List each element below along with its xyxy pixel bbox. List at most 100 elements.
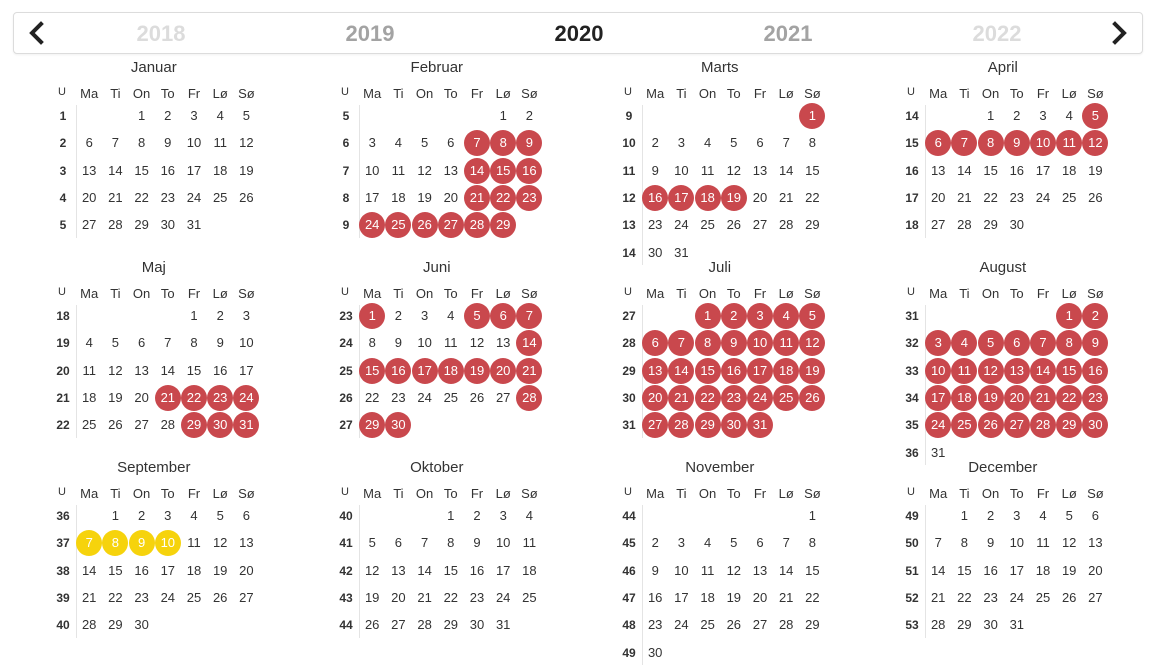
day-cell[interactable]: 30 — [1009, 217, 1025, 233]
day-cell[interactable]: 21 — [108, 189, 123, 205]
day-cell[interactable]: 12 — [108, 362, 123, 378]
day-cell[interactable]: 4 — [773, 303, 800, 329]
day-cell[interactable]: 1 — [986, 108, 995, 123]
day-cell[interactable]: 29 — [108, 617, 123, 633]
day-cell[interactable]: 26 — [726, 617, 742, 633]
day-cell[interactable]: 30 — [983, 617, 998, 633]
day-cell[interactable]: 22 — [805, 589, 820, 605]
day-cell[interactable]: 20 — [391, 589, 406, 605]
day-cell[interactable]: 20 — [134, 389, 149, 405]
day-cell[interactable]: 15 — [805, 562, 820, 578]
day-cell[interactable]: 2 — [164, 108, 172, 123]
day-cell[interactable]: 25 — [212, 189, 228, 205]
day-cell[interactable]: 17 — [239, 362, 254, 378]
day-cell[interactable]: 16 — [516, 157, 543, 184]
day-cell[interactable]: 4 — [85, 335, 93, 351]
day-cell[interactable]: 28 — [108, 217, 123, 233]
day-cell[interactable]: 19 — [799, 357, 826, 384]
day-cell[interactable]: 11 — [213, 135, 227, 151]
day-cell[interactable]: 14 — [516, 330, 543, 357]
day-cell[interactable]: 25 — [1061, 189, 1077, 205]
day-cell[interactable]: 8 — [102, 530, 129, 557]
day-cell[interactable]: 8 — [694, 330, 721, 357]
day-cell[interactable]: 5 — [730, 535, 738, 551]
day-cell[interactable]: 22 — [134, 189, 149, 205]
day-cell[interactable]: 2 — [720, 303, 747, 329]
year-2022[interactable]: 2022 — [972, 21, 1022, 46]
day-cell[interactable]: 1 — [137, 108, 146, 123]
day-cell[interactable]: 20 — [930, 189, 946, 205]
day-cell[interactable]: 23 — [516, 184, 543, 211]
day-cell[interactable]: 14 — [417, 562, 432, 578]
day-cell[interactable]: 27 — [642, 412, 669, 439]
day-cell[interactable]: 3 — [242, 308, 250, 323]
day-cell[interactable]: 2 — [1082, 303, 1109, 329]
day-cell[interactable]: 30 — [134, 617, 149, 633]
day-cell[interactable]: 31 — [674, 244, 689, 260]
day-cell[interactable]: 6 — [1091, 508, 1099, 523]
day-cell[interactable]: 16 — [642, 184, 669, 211]
day-cell[interactable]: 30 — [160, 217, 176, 233]
day-cell[interactable]: 3 — [368, 135, 376, 151]
day-cell[interactable]: 18 — [694, 184, 721, 211]
day-cell[interactable]: 19 — [720, 184, 747, 211]
day-cell[interactable]: 26 — [239, 189, 254, 205]
year-2021[interactable]: 2021 — [763, 21, 813, 46]
day-cell[interactable]: 4 — [216, 108, 224, 123]
day-cell[interactable]: 29 — [805, 217, 820, 233]
day-cell[interactable]: 12 — [469, 335, 485, 351]
day-cell[interactable]: 28 — [778, 217, 794, 233]
day-cell[interactable]: 18 — [437, 357, 464, 384]
day-cell[interactable]: 29 — [490, 212, 517, 239]
day-cell[interactable]: 18 — [1061, 162, 1077, 178]
day-cell[interactable]: 13 — [752, 162, 768, 178]
day-cell[interactable]: 24 — [495, 589, 511, 605]
day-cell[interactable]: 30 — [1082, 412, 1109, 439]
day-cell[interactable]: 15 — [490, 157, 517, 184]
day-cell[interactable]: 9 — [394, 335, 402, 351]
day-cell[interactable]: 15 — [443, 562, 459, 578]
day-cell[interactable]: 10 — [1030, 130, 1056, 157]
day-cell[interactable]: 25 — [773, 384, 800, 411]
year-current[interactable]: 2020 — [554, 21, 604, 46]
day-cell[interactable]: 29 — [957, 617, 972, 633]
day-cell[interactable]: 12 — [239, 135, 254, 151]
day-cell[interactable]: 8 — [1056, 330, 1083, 357]
day-cell[interactable]: 7 — [516, 303, 543, 329]
day-cell[interactable]: 21 — [668, 384, 695, 411]
day-cell[interactable]: 30 — [207, 412, 234, 439]
chevron-left-icon[interactable] — [24, 20, 50, 46]
day-cell[interactable]: 2 — [651, 535, 659, 551]
day-cell[interactable]: 2 — [651, 135, 659, 151]
day-cell[interactable]: 17 — [1035, 162, 1051, 178]
day-cell[interactable]: 7 — [164, 335, 172, 351]
day-cell[interactable]: 22 — [364, 389, 380, 405]
day-cell[interactable]: 26 — [108, 417, 123, 433]
day-cell[interactable]: 6 — [1003, 330, 1030, 357]
day-cell[interactable]: 25 — [1035, 589, 1051, 605]
day-cell[interactable]: 24 — [674, 617, 689, 633]
day-cell[interactable]: 14 — [778, 562, 794, 578]
day-cell[interactable]: 24 — [233, 384, 260, 411]
day-cell[interactable]: 24 — [359, 212, 386, 239]
day-cell[interactable]: 28 — [957, 217, 972, 233]
day-cell[interactable]: 23 — [469, 589, 485, 605]
day-cell[interactable]: 13 — [239, 535, 254, 551]
day-cell[interactable]: 8 — [137, 135, 146, 151]
day-cell[interactable]: 26 — [469, 389, 485, 405]
day-cell[interactable]: 8 — [190, 335, 198, 351]
day-cell[interactable]: 6 — [394, 535, 402, 551]
day-cell[interactable]: 12 — [212, 535, 228, 551]
day-cell[interactable]: 14 — [778, 162, 794, 178]
day-cell[interactable]: 17 — [925, 384, 952, 411]
day-cell[interactable]: 17 — [1009, 562, 1025, 578]
day-cell[interactable]: 30 — [385, 412, 412, 439]
day-cell[interactable]: 16 — [647, 589, 663, 605]
day-cell[interactable]: 2 — [1013, 108, 1021, 123]
day-cell[interactable]: 25 — [522, 589, 537, 605]
day-cell[interactable]: 21 — [154, 384, 181, 411]
day-cell[interactable]: 3 — [677, 535, 685, 551]
day-cell[interactable]: 21 — [930, 589, 946, 605]
day-cell[interactable]: 20 — [752, 189, 768, 205]
day-cell[interactable]: 18 — [700, 589, 715, 605]
